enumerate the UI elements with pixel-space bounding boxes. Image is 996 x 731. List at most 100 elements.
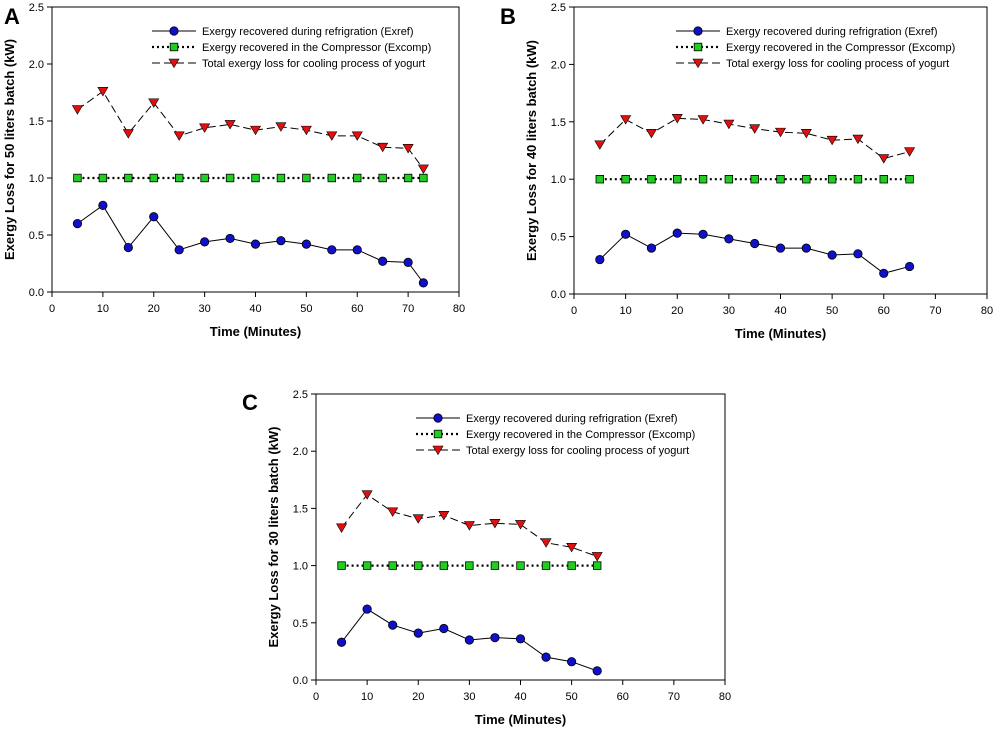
legend-marker-total <box>168 58 180 69</box>
panel-letter: A <box>4 4 20 29</box>
y-tick-label: 1.0 <box>551 174 566 186</box>
data-point-total <box>671 114 683 124</box>
x-tick-label: 70 <box>929 305 941 317</box>
data-point-total <box>620 115 632 125</box>
data-point-exref <box>250 239 261 249</box>
y-tick-label: 1.0 <box>29 173 44 185</box>
data-point-excomp <box>251 173 260 183</box>
data-point-exref <box>490 633 500 643</box>
panel-c: C 0 10 20 30 40 50 60 70 80 0.0 0.5 1.0 1.5 2.0 2.5 Time… <box>242 389 731 727</box>
y-axis-title: Exergy Loss for 50 liters batch (kW) <box>2 39 17 260</box>
data-point-total <box>249 125 262 136</box>
x-tick-label: 40 <box>249 303 261 315</box>
data-point-excomp <box>698 174 708 184</box>
data-point-excomp <box>73 173 82 183</box>
x-tick-label: 50 <box>300 303 312 315</box>
data-point-excomp <box>724 174 734 184</box>
data-point-total <box>351 131 363 141</box>
legend-marker-exref <box>433 413 443 423</box>
data-point-exref <box>595 254 605 265</box>
legend-marker-exref <box>693 26 703 36</box>
x-tick-label: 10 <box>361 691 373 703</box>
data-point-exref <box>352 245 362 255</box>
y-tick-label: 2.0 <box>293 446 308 458</box>
legend-marker-total <box>432 445 444 456</box>
data-point-excomp <box>302 173 311 183</box>
x-tick-label: 0 <box>313 691 319 703</box>
data-point-exref <box>879 268 889 278</box>
x-tick-label: 30 <box>723 305 735 317</box>
y-tick-label: 1.5 <box>293 503 308 515</box>
data-point-total <box>878 154 890 164</box>
x-axis-title: Time (Minutes) <box>735 326 827 341</box>
series-line-total <box>341 493 598 557</box>
data-point-exref <box>750 238 760 249</box>
data-point-total <box>417 164 429 174</box>
data-point-total <box>97 87 109 97</box>
data-point-excomp <box>98 173 108 183</box>
y-tick-label: 0.0 <box>29 287 44 299</box>
x-tick-label: 50 <box>566 691 578 703</box>
x-tick-label: 40 <box>514 691 526 703</box>
panel-letter: B <box>500 4 516 29</box>
legend-label-total: Total exergy loss for cooling process of… <box>202 58 425 70</box>
data-point-total <box>361 490 373 500</box>
data-point-excomp <box>225 173 235 183</box>
x-tick-label: 0 <box>571 305 577 317</box>
data-point-exref <box>301 239 311 249</box>
x-tick-label: 60 <box>617 691 629 703</box>
data-point-total <box>749 124 761 134</box>
data-point-exref <box>276 236 286 246</box>
data-point-total <box>412 514 424 524</box>
panel-b: B 0 10 20 30 40 50 60 70 80 0.0 0.5 1.0 1.5 2.0 2.5 Time… <box>500 2 993 341</box>
legend-label-excomp: Exergy recovered in the Compressor (Exco… <box>726 42 955 54</box>
data-point-exref <box>439 623 449 634</box>
data-point-exref <box>403 257 413 267</box>
data-point-exref <box>336 637 347 647</box>
legend-label-exref: Exergy recovered during refrigration (Ex… <box>466 413 678 425</box>
x-tick-label: 20 <box>148 303 160 315</box>
data-point-total <box>723 119 735 130</box>
y-tick-label: 0.0 <box>551 289 566 301</box>
data-point-exref <box>567 657 577 667</box>
data-point-total <box>377 142 389 153</box>
data-point-total <box>540 538 552 548</box>
data-point-total <box>438 510 450 521</box>
data-point-total <box>402 144 414 154</box>
data-point-excomp <box>802 174 811 184</box>
x-tick-label: 20 <box>412 691 424 703</box>
data-point-total <box>122 129 134 139</box>
data-point-exref <box>801 243 811 253</box>
data-point-excomp <box>750 174 759 184</box>
data-point-total <box>224 120 236 130</box>
y-tick-label: 1.0 <box>293 561 308 573</box>
data-point-total <box>71 105 83 115</box>
data-point-total <box>591 552 603 562</box>
data-point-excomp <box>337 561 346 570</box>
data-point-excomp <box>149 173 158 183</box>
x-tick-label: 20 <box>671 305 683 317</box>
data-point-excomp <box>592 561 602 570</box>
y-tick-label: 2.0 <box>29 59 44 71</box>
data-point-excomp <box>879 174 888 184</box>
legend-label-total: Total exergy loss for cooling process of… <box>726 58 949 70</box>
x-tick-label: 10 <box>97 303 109 315</box>
data-point-exref <box>592 666 602 676</box>
data-point-excomp <box>647 174 656 184</box>
data-point-total <box>826 135 838 146</box>
x-tick-label: 50 <box>826 305 838 317</box>
y-tick-label: 0.5 <box>551 232 566 244</box>
x-axis-title: Time (Minutes) <box>210 324 302 339</box>
data-point-exref <box>225 233 235 244</box>
y-axis-title: Exergy Loss for 40 liters batch (kW) <box>524 40 539 261</box>
data-point-excomp <box>595 174 605 184</box>
data-point-total <box>594 140 606 150</box>
data-point-exref <box>123 242 133 253</box>
data-point-total <box>326 131 338 141</box>
series-line-total <box>599 117 910 160</box>
data-point-excomp <box>414 561 423 570</box>
x-tick-label: 80 <box>719 691 731 703</box>
y-tick-label: 2.5 <box>29 2 44 14</box>
x-tick-label: 40 <box>774 305 786 317</box>
data-point-excomp <box>516 561 525 570</box>
